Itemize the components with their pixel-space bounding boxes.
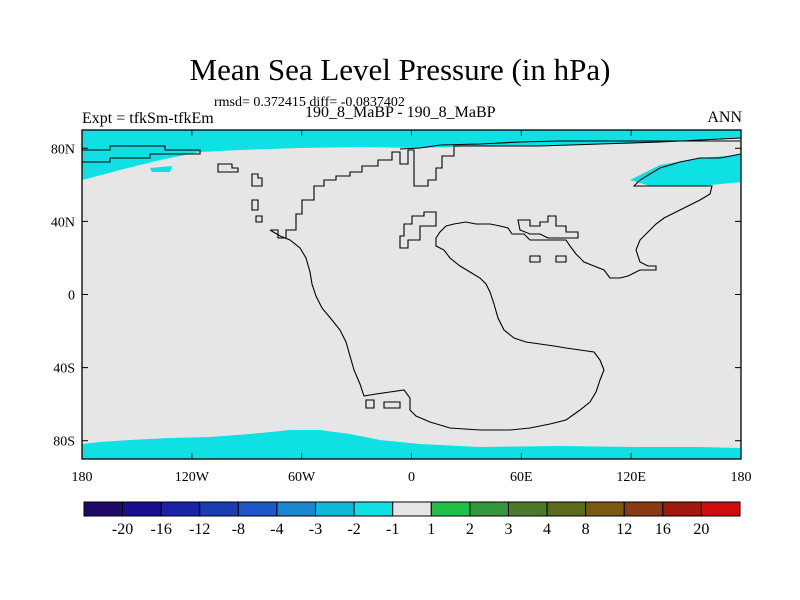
chart-title: Mean Sea Level Pressure (in hPa) bbox=[189, 52, 611, 87]
period-label: 190_8_MaBP - 190_8_MaBP bbox=[305, 104, 496, 121]
colorbar-swatch bbox=[469, 501, 509, 517]
y-tick-label: 0 bbox=[68, 289, 75, 304]
colorbar-level-label: 8 bbox=[582, 521, 590, 538]
stats-subtitle: rmsd= 0.372415 diff= -0.0837402 bbox=[214, 95, 405, 110]
x-tick-label: 180 bbox=[72, 470, 93, 485]
y-tick-label: 80N bbox=[51, 142, 75, 157]
coastlines bbox=[82, 137, 742, 431]
colorbar-swatch bbox=[83, 501, 124, 517]
colorbar-level-label: -16 bbox=[151, 521, 172, 538]
colorbar-swatch bbox=[122, 501, 162, 517]
colorbar-swatch bbox=[160, 501, 201, 517]
colorbar-swatch bbox=[585, 501, 625, 517]
coastline-north bbox=[82, 145, 201, 163]
south-negative-band bbox=[82, 430, 741, 459]
y-tick-label: 80S bbox=[53, 435, 75, 450]
colorbar-level-label: 4 bbox=[543, 521, 551, 538]
continent-outline-east bbox=[269, 153, 742, 431]
x-tick-label: 60E bbox=[510, 470, 533, 485]
north-negative-patch bbox=[150, 166, 172, 172]
plot-area bbox=[81, 129, 742, 460]
colorbar-level-label: 20 bbox=[693, 521, 709, 538]
colorbar-swatch bbox=[623, 501, 664, 517]
colorbar-level-label: -2 bbox=[347, 521, 360, 538]
neutral-field bbox=[82, 130, 741, 459]
colorbar-level-label: -8 bbox=[232, 521, 245, 538]
x-tick-label: 60W bbox=[288, 470, 316, 485]
north-negative-band bbox=[82, 130, 741, 180]
colorbar-level-label: 1 bbox=[427, 521, 435, 538]
colorbar-swatch bbox=[392, 501, 432, 517]
x-tick-label: 120E bbox=[616, 470, 646, 485]
colorbar-swatch bbox=[237, 501, 278, 517]
colorbar-swatch bbox=[507, 501, 548, 517]
colorbar-swatch bbox=[353, 501, 394, 517]
colorbar-swatch bbox=[199, 501, 239, 517]
colorbar-swatch bbox=[700, 501, 741, 517]
colorbar-swatch bbox=[276, 501, 317, 517]
y-tick-label: 40S bbox=[53, 362, 75, 377]
inner-basin-outline bbox=[365, 211, 579, 409]
x-axis: 180 120W 60W 0 60E 120E 180 bbox=[72, 130, 752, 485]
season-label: ANN bbox=[707, 109, 742, 126]
x-tick-label: 120W bbox=[175, 470, 210, 485]
colorbar-level-label: -20 bbox=[112, 521, 133, 538]
colorbar-swatch bbox=[430, 501, 471, 517]
colorbar-swatch bbox=[315, 501, 355, 517]
colorbar-level-label: -3 bbox=[309, 521, 322, 538]
colorbar-level-label: 12 bbox=[616, 521, 632, 538]
y-axis: 80N 40N 0 40S 80S bbox=[51, 142, 741, 450]
colorbar-level-label: -4 bbox=[270, 521, 283, 538]
colorbar-level-label: 3 bbox=[504, 521, 512, 538]
continent-outline bbox=[217, 137, 742, 239]
colorbar-level-label: -12 bbox=[189, 521, 210, 538]
experiment-label: Expt = tfkSm-tfkEm bbox=[82, 110, 214, 127]
colorbar-level-label: 16 bbox=[655, 521, 671, 538]
colorbar-level-label: 2 bbox=[466, 521, 474, 538]
colorbar-swatch bbox=[662, 501, 702, 517]
x-tick-label: 180 bbox=[731, 470, 752, 485]
colorbar: -20 -16 -12 -8 -4 -3 -2 -1 1 2 3 4 8 12 16 20 bbox=[83, 501, 741, 538]
x-tick-label: 0 bbox=[408, 470, 415, 485]
colorbar-level-label: -1 bbox=[386, 521, 399, 538]
north-negative-patch bbox=[630, 155, 741, 186]
y-tick-label: 40N bbox=[51, 215, 75, 230]
colorbar-swatch bbox=[546, 501, 587, 517]
